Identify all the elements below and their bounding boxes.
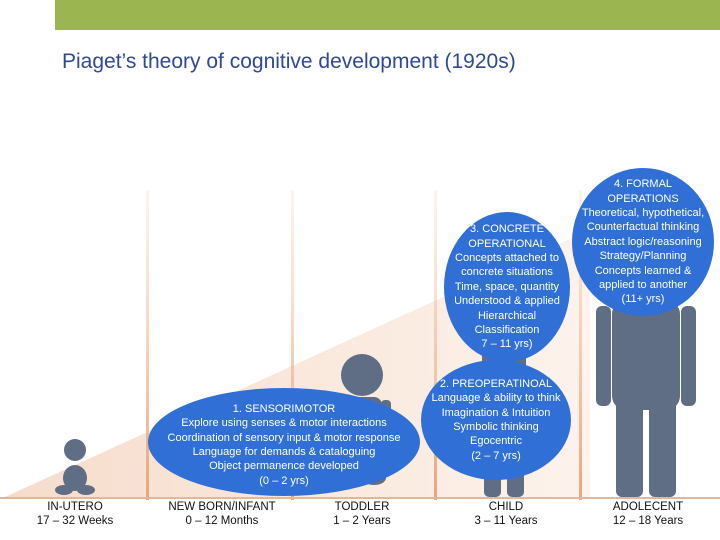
divider-1: [146, 190, 149, 500]
bubble-line: OPERATIONS: [607, 192, 679, 205]
bubble-line: Coordination of sensory input & motor re…: [167, 431, 401, 444]
bubble-line: (0 – 2 yrs): [259, 474, 309, 487]
stage-label-in-utero: IN-UTERO 17 – 32 Weeks: [5, 500, 145, 528]
bubble-line: Symbolic thinking: [453, 421, 539, 433]
bubble-line: Egocentric: [470, 435, 522, 448]
baseline: [0, 497, 720, 499]
stage-name: NEW BORN/INFANT: [168, 501, 276, 513]
stage-name: CHILD: [488, 501, 524, 513]
bubble-line: concrete situations: [461, 266, 553, 279]
bubble-line: Classification: [474, 324, 540, 337]
bubble-line: Language for demands & cataloguing: [192, 446, 376, 458]
divider-3: [434, 190, 437, 500]
bubble-line: applied to another: [598, 279, 688, 292]
bubble-line: Imagination & Intuition: [441, 406, 551, 419]
bubble-line: Strategy/Planning: [599, 250, 687, 263]
bubble-line: Understood & applied: [454, 295, 560, 308]
bubble-line: Language & ability to think: [431, 392, 561, 405]
stage-label-toddler: TODDLER 1 – 2 Years: [292, 500, 432, 528]
bubble-line: OPERATIONAL: [468, 237, 546, 250]
stage-label-child: CHILD 3 – 11 Years: [436, 500, 576, 528]
bubble-line: (11+ yrs): [621, 293, 665, 306]
page-title: Piaget’s theory of cognitive development…: [62, 50, 516, 73]
bubble-line: Concepts learned &: [594, 264, 692, 277]
bubble-line: Object permanence developed: [209, 460, 359, 473]
sensorimotor-bubble: 1. SENSORIMOTOR Explore using senses & m…: [148, 388, 420, 496]
formal-operations-bubble: 4. FORMAL OPERATIONS Theoretical, hypoth…: [572, 168, 714, 316]
divider-4: [579, 190, 582, 500]
stage-label-adolescent: ADOLECENT 12 – 18 Years: [578, 500, 718, 528]
stage-name: ADOLECENT: [612, 501, 684, 513]
bubble-line: Time, space, quantity: [454, 280, 560, 293]
stage-name: IN-UTERO: [47, 501, 103, 513]
baby-icon: [55, 439, 95, 495]
stage-name: TODDLER: [334, 501, 390, 513]
preoperational-bubble: 2. PREOPERATINOAL Language & ability to …: [421, 360, 571, 480]
bubble-line: 7 – 11 yrs): [481, 338, 533, 351]
stage-label-infant: NEW BORN/INFANT 0 – 12 Months: [152, 500, 292, 528]
divider-2: [291, 190, 294, 500]
bubble-line: Counterfactual thinking: [586, 221, 700, 234]
adolescent-icon: [596, 300, 696, 497]
stage-age: 17 – 32 Weeks: [36, 515, 114, 527]
bubble-line: (2 – 7 yrs): [471, 449, 521, 462]
bubble-line: Explore using senses & motor interaction…: [181, 417, 387, 430]
concrete-operational-bubble: 3. CONCRETE OPERATIONAL Concepts attache…: [444, 212, 570, 362]
stage-age: 3 – 11 Years: [474, 515, 538, 527]
stage-age: 0 – 12 Months: [185, 515, 259, 527]
bubble-line: Abstract logic/reasoning: [584, 235, 702, 248]
bubble-line: Concepts attached to: [455, 251, 559, 264]
stage-age: 12 – 18 Years: [612, 515, 684, 527]
bubble-line: 4. FORMAL: [613, 178, 673, 191]
bubble-line: 3. CONCRETE: [470, 223, 544, 236]
accent-bar: [55, 0, 720, 30]
bubble-line: Hierarchical: [477, 309, 537, 322]
stage-age: 1 – 2 Years: [333, 515, 391, 527]
bubble-line: 2. PREOPERATINOAL: [439, 377, 553, 390]
bubble-line: Theoretical, hypothetical,: [581, 206, 705, 219]
bubble-line: 1. SENSORIMOTOR: [232, 402, 336, 415]
